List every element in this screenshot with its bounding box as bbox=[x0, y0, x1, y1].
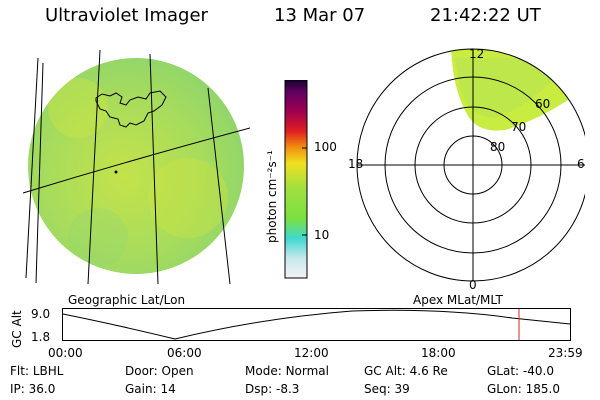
altitude-curve bbox=[62, 309, 571, 340]
mlt-label-12: 12 bbox=[469, 47, 485, 61]
coastline bbox=[95, 90, 167, 128]
lat-label-70: 70 bbox=[511, 120, 527, 134]
footer-seq: Seq: 39 bbox=[364, 382, 410, 396]
mlt-label-6: 6 bbox=[577, 157, 585, 171]
altitude-ylabel: GC Alt bbox=[10, 310, 24, 348]
colorbar-tick-100: 100 bbox=[314, 140, 337, 154]
footer-glon: GLon: 185.0 bbox=[487, 382, 560, 396]
colorbar-tick-10: 10 bbox=[314, 228, 330, 242]
geo-grid bbox=[22, 49, 250, 285]
polar-plot bbox=[356, 48, 585, 282]
earth-disc bbox=[28, 58, 244, 274]
footer-ip: IP: 36.0 bbox=[10, 382, 56, 396]
date-label: 13 Mar 07 bbox=[274, 5, 366, 26]
colorbar-label: photon cm⁻²s⁻¹ bbox=[265, 150, 279, 243]
app-title: Ultraviolet Imager bbox=[45, 5, 208, 26]
xtick-2359: 23:59 bbox=[548, 346, 583, 360]
footer-flt: Flt: LBHL bbox=[10, 364, 64, 378]
geographic-image bbox=[22, 49, 250, 285]
footer-door: Door: Open bbox=[125, 364, 194, 378]
xtick-0000: 00:00 bbox=[48, 346, 83, 360]
altitude-ytick-9: 9.0 bbox=[31, 307, 51, 321]
mlt-label-18: 18 bbox=[348, 157, 364, 171]
footer-gain: Gain: 14 bbox=[125, 382, 176, 396]
lat-label-80: 80 bbox=[490, 140, 506, 154]
polar-panel-caption: Apex MLat/MLT bbox=[413, 293, 503, 307]
footer-mode: Mode: Normal bbox=[245, 364, 329, 378]
xtick-1200: 12:00 bbox=[294, 346, 329, 360]
footer-dsp: Dsp: -8.3 bbox=[245, 382, 300, 396]
time-label: 21:42:22 UT bbox=[430, 5, 541, 26]
left-panel-caption: Geographic Lat/Lon bbox=[68, 293, 186, 307]
xtick-0600: 06:00 bbox=[167, 346, 202, 360]
mlt-label-0: 0 bbox=[469, 278, 477, 292]
altitude-plot bbox=[62, 308, 571, 341]
footer-glat: GLat: -40.0 bbox=[487, 364, 554, 378]
colorbar bbox=[284, 80, 308, 279]
footer-gc-alt: GC Alt: 4.6 Re bbox=[364, 364, 448, 378]
xtick-1800: 18:00 bbox=[421, 346, 456, 360]
lat-label-60: 60 bbox=[535, 97, 551, 111]
altitude-ytick-1.8: 1.8 bbox=[31, 330, 51, 344]
altitude-frame bbox=[62, 308, 571, 341]
